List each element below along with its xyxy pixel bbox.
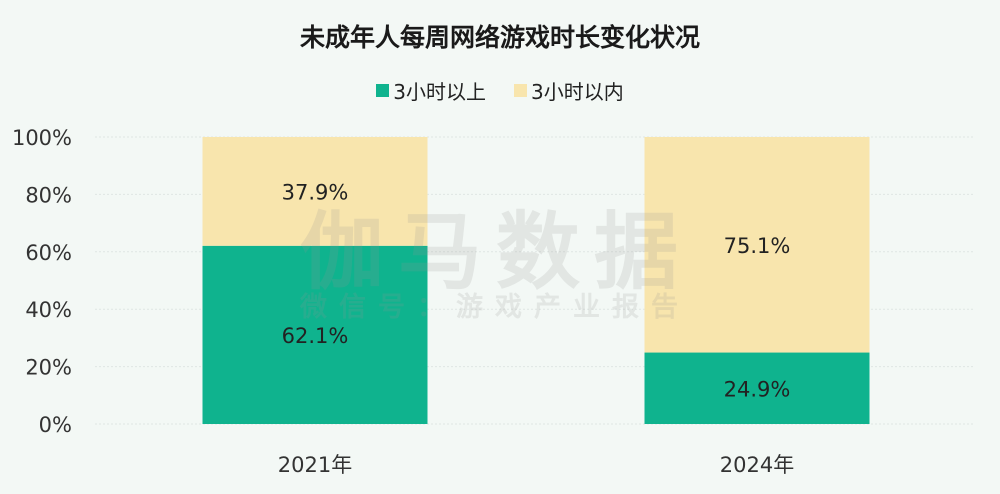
data-label: 75.1% xyxy=(724,234,791,258)
y-tick-label: 0% xyxy=(39,413,72,437)
bar-segment xyxy=(202,137,428,246)
data-label: 24.9% xyxy=(724,377,791,401)
legend-label: 3小时以上 xyxy=(393,80,486,104)
x-tick-label: 2024年 xyxy=(720,453,794,477)
legend-swatch xyxy=(514,84,527,97)
y-tick-label: 60% xyxy=(25,241,72,265)
y-tick-label: 80% xyxy=(25,183,72,207)
bar-segment xyxy=(644,352,870,424)
legend: 3小时以上 3小时以内 xyxy=(0,76,1000,105)
chart-title: 未成年人每周网络游戏时长变化状况 xyxy=(299,23,700,52)
y-tick-label: 20% xyxy=(25,356,72,380)
legend-item-under-3h: 3小时以内 xyxy=(514,76,624,105)
legend-item-over-3h: 3小时以上 xyxy=(376,76,486,105)
bar-segment xyxy=(202,245,428,424)
data-label: 62.1% xyxy=(282,324,349,348)
data-label: 37.9% xyxy=(282,180,349,204)
legend-label: 3小时以内 xyxy=(531,80,624,104)
y-tick-label: 40% xyxy=(25,298,72,322)
x-tick-label: 2021年 xyxy=(278,453,352,477)
y-tick-label: 100% xyxy=(12,126,72,150)
legend-swatch xyxy=(376,84,390,97)
bar-segment xyxy=(644,137,870,353)
